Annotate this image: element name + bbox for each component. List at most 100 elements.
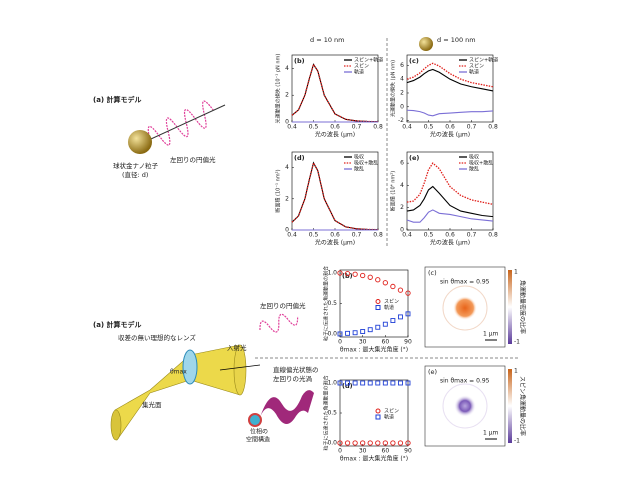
x-axis-label: θmax : 最大集光角度 (°) xyxy=(340,455,408,463)
marker xyxy=(397,440,404,446)
marker xyxy=(405,440,411,446)
spot xyxy=(453,296,477,320)
label: 左回りの円偏光 xyxy=(170,155,216,164)
spot xyxy=(454,395,476,417)
y-tick-label: 6 xyxy=(400,62,404,69)
panel-label: (d) xyxy=(294,154,305,162)
marker xyxy=(397,380,403,386)
header: d = 100 nm xyxy=(437,36,476,44)
legend-label: 吸収+散乱 xyxy=(354,160,378,167)
marker xyxy=(390,440,396,446)
marker xyxy=(382,440,388,446)
label: 1 xyxy=(514,269,518,276)
marker xyxy=(344,440,351,446)
x-tick-label: 0.4 xyxy=(402,232,412,239)
legend-label: 吸収+散乱 xyxy=(469,160,493,167)
x-tick-label: 0.6 xyxy=(330,232,340,239)
y-tick-label: 2 xyxy=(285,92,289,99)
panel-label: (c) xyxy=(428,269,437,277)
x-tick-label: 0.4 xyxy=(287,232,297,239)
x-tick-label: 0.7 xyxy=(467,232,477,239)
legend-swatch xyxy=(375,299,381,304)
label: 直線偏光状態の xyxy=(273,365,319,374)
x-tick-label: 0 xyxy=(338,339,342,346)
marker xyxy=(367,327,373,333)
label: (直径: d) xyxy=(122,170,148,179)
x-tick-label: 60 xyxy=(382,448,390,455)
x-tick-label: 0.7 xyxy=(467,124,477,131)
y-axis-label: 光運動量の損失 (pN nm) xyxy=(390,60,397,117)
panel-label: (c) xyxy=(409,57,419,65)
x-tick-label: 0.7 xyxy=(352,232,362,239)
marker xyxy=(344,271,351,277)
label: 入射光 xyxy=(227,343,247,352)
label: スピン角運動量の比率 xyxy=(519,376,527,436)
x-tick-label: 0.4 xyxy=(287,124,297,131)
legend-label: 吸収 xyxy=(354,154,364,161)
marker xyxy=(337,380,343,386)
label: 左回りの光渦 xyxy=(273,374,313,383)
legend-swatch xyxy=(375,305,381,310)
ring xyxy=(442,285,488,331)
legend-label: スピン+軌道 xyxy=(354,57,383,64)
line xyxy=(291,161,379,231)
label: 1 μm xyxy=(483,331,499,338)
marker xyxy=(382,280,388,286)
legend-label: 軌道 xyxy=(384,414,394,421)
focal-plane xyxy=(110,409,122,441)
x-tick-label: 0.8 xyxy=(373,124,383,131)
line xyxy=(406,209,494,223)
beam-end xyxy=(233,344,247,396)
y-tick-label: 4 xyxy=(285,65,289,72)
x-tick-label: 30 xyxy=(359,448,367,455)
y-tick-label: 0.0 xyxy=(327,330,337,337)
label: -1 xyxy=(514,339,520,346)
marker xyxy=(367,380,373,386)
legend-label: スピン xyxy=(384,299,399,305)
label: 角運動量密度の比率 xyxy=(519,280,527,334)
y-tick-label: 0 xyxy=(285,227,289,234)
y-axis-label: 粒子に伝達された角運動量の割合 xyxy=(323,375,330,450)
marker xyxy=(345,330,351,336)
marker xyxy=(390,318,396,324)
y-tick-label: 2 xyxy=(400,204,404,211)
helix xyxy=(259,313,299,333)
line xyxy=(291,63,379,123)
marker xyxy=(375,440,381,446)
x-axis-label: 光の波長 (μm) xyxy=(315,239,355,247)
legend-label: 吸収 xyxy=(469,154,479,161)
arrow xyxy=(219,364,261,371)
helix xyxy=(147,100,214,146)
x-tick-label: 60 xyxy=(382,339,390,346)
label: 集光面 xyxy=(142,400,162,409)
label: 空間構造 xyxy=(246,436,270,444)
legend-label: 軌道 xyxy=(354,69,364,76)
marker xyxy=(352,271,358,277)
vortex xyxy=(258,390,314,425)
panel-title: (a) 計算モデル xyxy=(93,320,142,329)
line xyxy=(406,62,494,88)
y-tick-label: 4 xyxy=(400,76,404,83)
marker xyxy=(367,274,373,280)
legend-label: スピン+軌道 xyxy=(469,57,498,64)
ring xyxy=(442,383,488,429)
x-tick-label: 0.8 xyxy=(373,232,383,239)
marker xyxy=(360,272,366,279)
label: -1 xyxy=(514,438,520,445)
y-tick-label: 0.5 xyxy=(327,300,337,307)
marker xyxy=(405,311,411,317)
label: 1 xyxy=(514,368,518,375)
marker xyxy=(360,380,366,386)
panel-label: (b) xyxy=(294,57,305,65)
y-tick-label: 6 xyxy=(400,160,404,167)
line xyxy=(406,68,494,92)
marker xyxy=(352,330,358,336)
marker xyxy=(397,287,404,293)
marker xyxy=(360,440,366,446)
legend-swatch xyxy=(375,408,381,414)
label: 球状金ナノ粒子 xyxy=(113,161,159,170)
y-tick-label: 0 xyxy=(400,227,404,234)
marker xyxy=(382,321,388,327)
colorbar xyxy=(508,270,512,344)
